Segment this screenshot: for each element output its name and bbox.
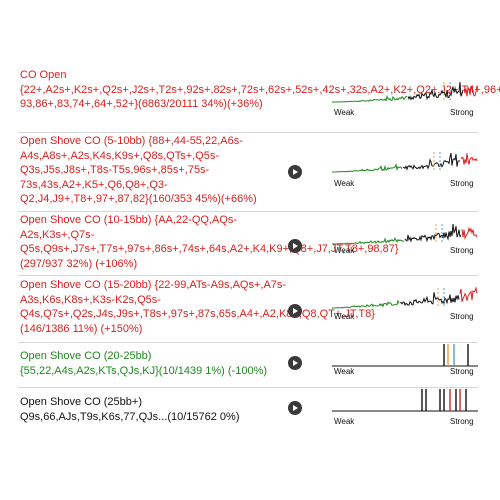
- strong-label: Strong: [450, 179, 474, 188]
- sparkline-series: [460, 153, 478, 165]
- play-icon: [293, 243, 298, 249]
- strong-label: Strong: [450, 312, 474, 321]
- play-button[interactable]: [288, 304, 302, 318]
- weak-label: Weak: [334, 246, 355, 255]
- range-row-co-open: CO Open {22+,A2s+,K2s+,Q2s+,J2s+,T2s+,92…: [18, 66, 500, 133]
- weak-label: Weak: [334, 312, 355, 321]
- range-text: Open Shove CO (20-25bb) {55,22,A4s,A2s,K…: [20, 350, 268, 377]
- sparkline-series: [407, 81, 464, 101]
- sparkline-series: [463, 85, 478, 97]
- range-text: Open Shove CO (5-10bb) {88+,44-55,22,A6s…: [20, 135, 257, 206]
- range-row-shove-25-plus: Open Shove CO (25bb+) Q9s,66,AJs,T9s,K6s…: [18, 388, 478, 432]
- sparkline-series: [332, 299, 400, 309]
- strong-label: Strong: [450, 417, 474, 426]
- range-row-shove-5-10: Open Shove CO (5-10bb) {88+,44-55,22,A6s…: [18, 133, 478, 212]
- play-icon: [293, 405, 298, 411]
- play-icon: [293, 308, 298, 314]
- play-button[interactable]: [288, 401, 302, 415]
- weak-label: Weak: [334, 179, 355, 188]
- sparkline-series: [404, 223, 462, 243]
- play-icon: [293, 169, 298, 175]
- sparkline-series: [461, 226, 478, 241]
- play-button[interactable]: [288, 165, 302, 179]
- strong-label: Strong: [450, 367, 474, 376]
- range-text: Open Shove CO (10-15bb) {AA,22-QQ,AQs-A2…: [20, 214, 399, 270]
- play-button[interactable]: [288, 239, 302, 253]
- range-text: CO Open {22+,A2s+,K2s+,Q2s+,J2s+,T2s+,92…: [20, 69, 500, 111]
- play-button[interactable]: [288, 356, 302, 370]
- strong-label: Strong: [450, 246, 474, 255]
- sparkline-series: [399, 292, 460, 307]
- play-icon: [293, 360, 298, 366]
- sparkline-series: [459, 286, 478, 303]
- weak-label: Weak: [334, 108, 355, 117]
- strong-label: Strong: [450, 108, 474, 117]
- sparkline-series: [402, 152, 461, 171]
- sparkline-series: [332, 94, 408, 103]
- sparkline-series: [332, 163, 403, 173]
- sparkline-series: [332, 237, 405, 245]
- weak-label: Weak: [334, 367, 355, 376]
- weak-label: Weak: [334, 417, 355, 426]
- range-text: Open Shove CO (15-20bb) {22-99,ATs-A9s,A…: [20, 279, 375, 335]
- range-text: Open Shove CO (25bb+) Q9s,66,AJs,T9s,K6s…: [20, 396, 240, 423]
- range-distribution-sparkline: [332, 389, 478, 412]
- range-distribution-sparkline: [332, 286, 478, 309]
- range-row-shove-15-20: Open Shove CO (15-20bb) {22-99,ATs-A9s,A…: [18, 276, 478, 343]
- range-distribution-sparkline: [332, 81, 478, 103]
- range-distribution-sparkline: [332, 344, 478, 367]
- range-distribution-sparkline: [332, 152, 478, 173]
- range-row-shove-20-25: Open Shove CO (20-25bb) {55,22,A4s,A2s,K…: [18, 343, 478, 388]
- range-row-shove-10-15: Open Shove CO (10-15bb) {AA,22-QQ,AQs-A2…: [18, 212, 478, 276]
- range-distribution-sparkline: [332, 223, 478, 245]
